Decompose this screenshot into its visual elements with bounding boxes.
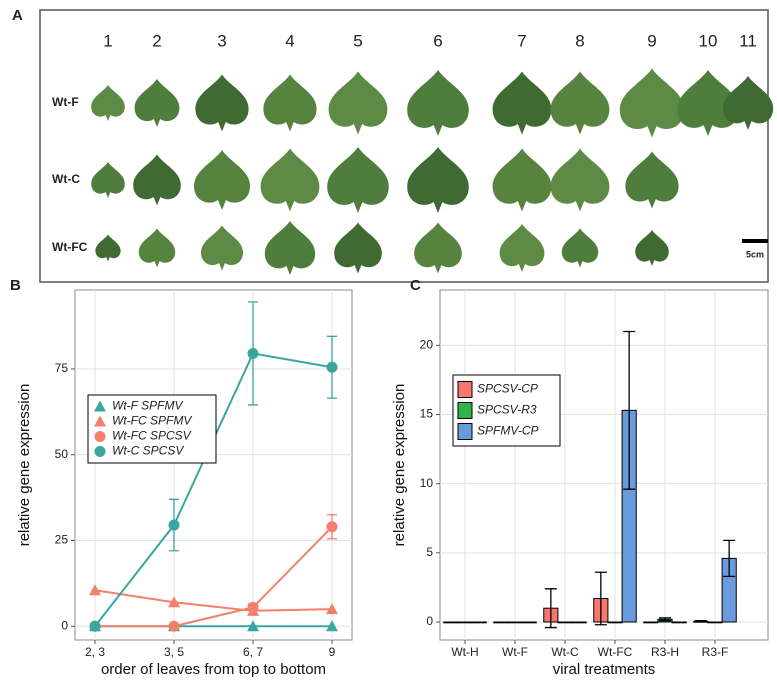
plot-area xyxy=(439,289,769,641)
point xyxy=(326,521,338,533)
bar xyxy=(607,621,623,624)
legend-label: Wt-F SPFMV xyxy=(112,399,183,413)
column-label: 5 xyxy=(353,31,362,50)
bar xyxy=(471,621,487,624)
x-tick-label: 2, 3 xyxy=(85,645,105,659)
y-axis-title: relative gene expression xyxy=(16,384,33,547)
error-bar xyxy=(623,330,636,490)
column-label: 6 xyxy=(433,31,442,50)
legend-swatch xyxy=(457,402,473,419)
panel-label: A xyxy=(12,7,23,24)
y-tick-label: 5 xyxy=(426,545,433,559)
scale-bar xyxy=(742,239,768,243)
column-label: 10 xyxy=(699,31,718,50)
column-label: 8 xyxy=(575,31,584,50)
legend-box xyxy=(87,394,217,464)
y-tick-label: 15 xyxy=(420,407,434,421)
error-bar xyxy=(723,539,736,578)
bar xyxy=(443,621,459,624)
legend-marker xyxy=(94,431,106,442)
point xyxy=(247,620,259,632)
legend-label: Wt-C SPCSV xyxy=(112,444,184,458)
panel-label: B xyxy=(10,277,21,294)
y-axis-title: relative gene expression xyxy=(391,384,408,547)
series-line xyxy=(95,526,333,628)
series-line xyxy=(94,589,333,612)
bar xyxy=(457,621,473,624)
legend-label: SPCSV-CP xyxy=(477,382,538,396)
point xyxy=(247,601,259,613)
row-label: Wt-FC xyxy=(52,240,88,254)
column-label: 2 xyxy=(152,31,161,50)
column-label: 7 xyxy=(517,31,526,50)
legend-label: SPCSV-R3 xyxy=(477,403,537,417)
plot-area xyxy=(74,289,353,641)
y-tick-label: 10 xyxy=(420,476,434,490)
point xyxy=(326,603,338,615)
error-bar xyxy=(694,619,707,623)
point xyxy=(168,519,180,531)
legend-marker xyxy=(94,400,106,412)
x-tick-label: R3-H xyxy=(651,645,679,659)
column-label: 9 xyxy=(647,31,656,50)
legend-swatch xyxy=(457,381,473,398)
legend-swatch xyxy=(457,423,473,440)
x-tick-label: R3-F xyxy=(702,645,729,659)
legend-marker xyxy=(94,446,106,457)
bar xyxy=(571,621,587,624)
point xyxy=(89,620,101,632)
bar xyxy=(507,621,523,624)
point xyxy=(326,361,338,373)
x-tick-label: Wt-H xyxy=(451,645,478,659)
column-label: 1 xyxy=(103,31,112,50)
x-tick-label: Wt-FC xyxy=(598,645,633,659)
bar xyxy=(557,621,573,624)
y-tick-label: 75 xyxy=(55,361,69,375)
error-bar xyxy=(544,588,557,629)
bar xyxy=(521,621,537,624)
y-tick-label: 0 xyxy=(426,614,433,628)
bar xyxy=(707,621,723,624)
bar xyxy=(671,621,687,624)
x-axis-title: order of leaves from top to bottom xyxy=(101,661,326,678)
row-label: Wt-F xyxy=(52,95,79,109)
panel-label: C xyxy=(410,277,421,294)
point xyxy=(168,596,180,608)
column-label: 11 xyxy=(739,31,757,50)
point xyxy=(89,584,101,596)
column-label: 4 xyxy=(285,31,294,50)
error-bar xyxy=(594,571,607,626)
legend-label: Wt-FC SPFMV xyxy=(112,414,192,428)
x-axis-title: viral treatments xyxy=(553,661,656,678)
point xyxy=(247,347,259,359)
bar xyxy=(493,621,509,624)
y-tick-label: 25 xyxy=(55,533,69,547)
x-tick-label: 6, 7 xyxy=(243,645,263,659)
x-tick-label: Wt-C xyxy=(551,645,579,659)
column-label: 3 xyxy=(217,31,226,50)
bar xyxy=(643,621,659,624)
y-tick-label: 50 xyxy=(55,447,69,461)
legend-marker xyxy=(94,415,106,427)
x-tick-label: 9 xyxy=(329,645,336,659)
point xyxy=(326,620,338,632)
legend-label: Wt-FC SPCSV xyxy=(112,429,192,443)
y-tick-label: 0 xyxy=(61,618,68,632)
row-label: Wt-C xyxy=(52,172,80,186)
x-tick-label: 3, 5 xyxy=(164,645,184,659)
error-bar xyxy=(659,617,671,622)
x-tick-label: Wt-F xyxy=(502,645,528,659)
scale-label: 5cm xyxy=(746,249,764,259)
point xyxy=(168,620,180,632)
y-tick-label: 20 xyxy=(420,338,434,352)
legend-label: SPFMV-CP xyxy=(477,424,539,438)
